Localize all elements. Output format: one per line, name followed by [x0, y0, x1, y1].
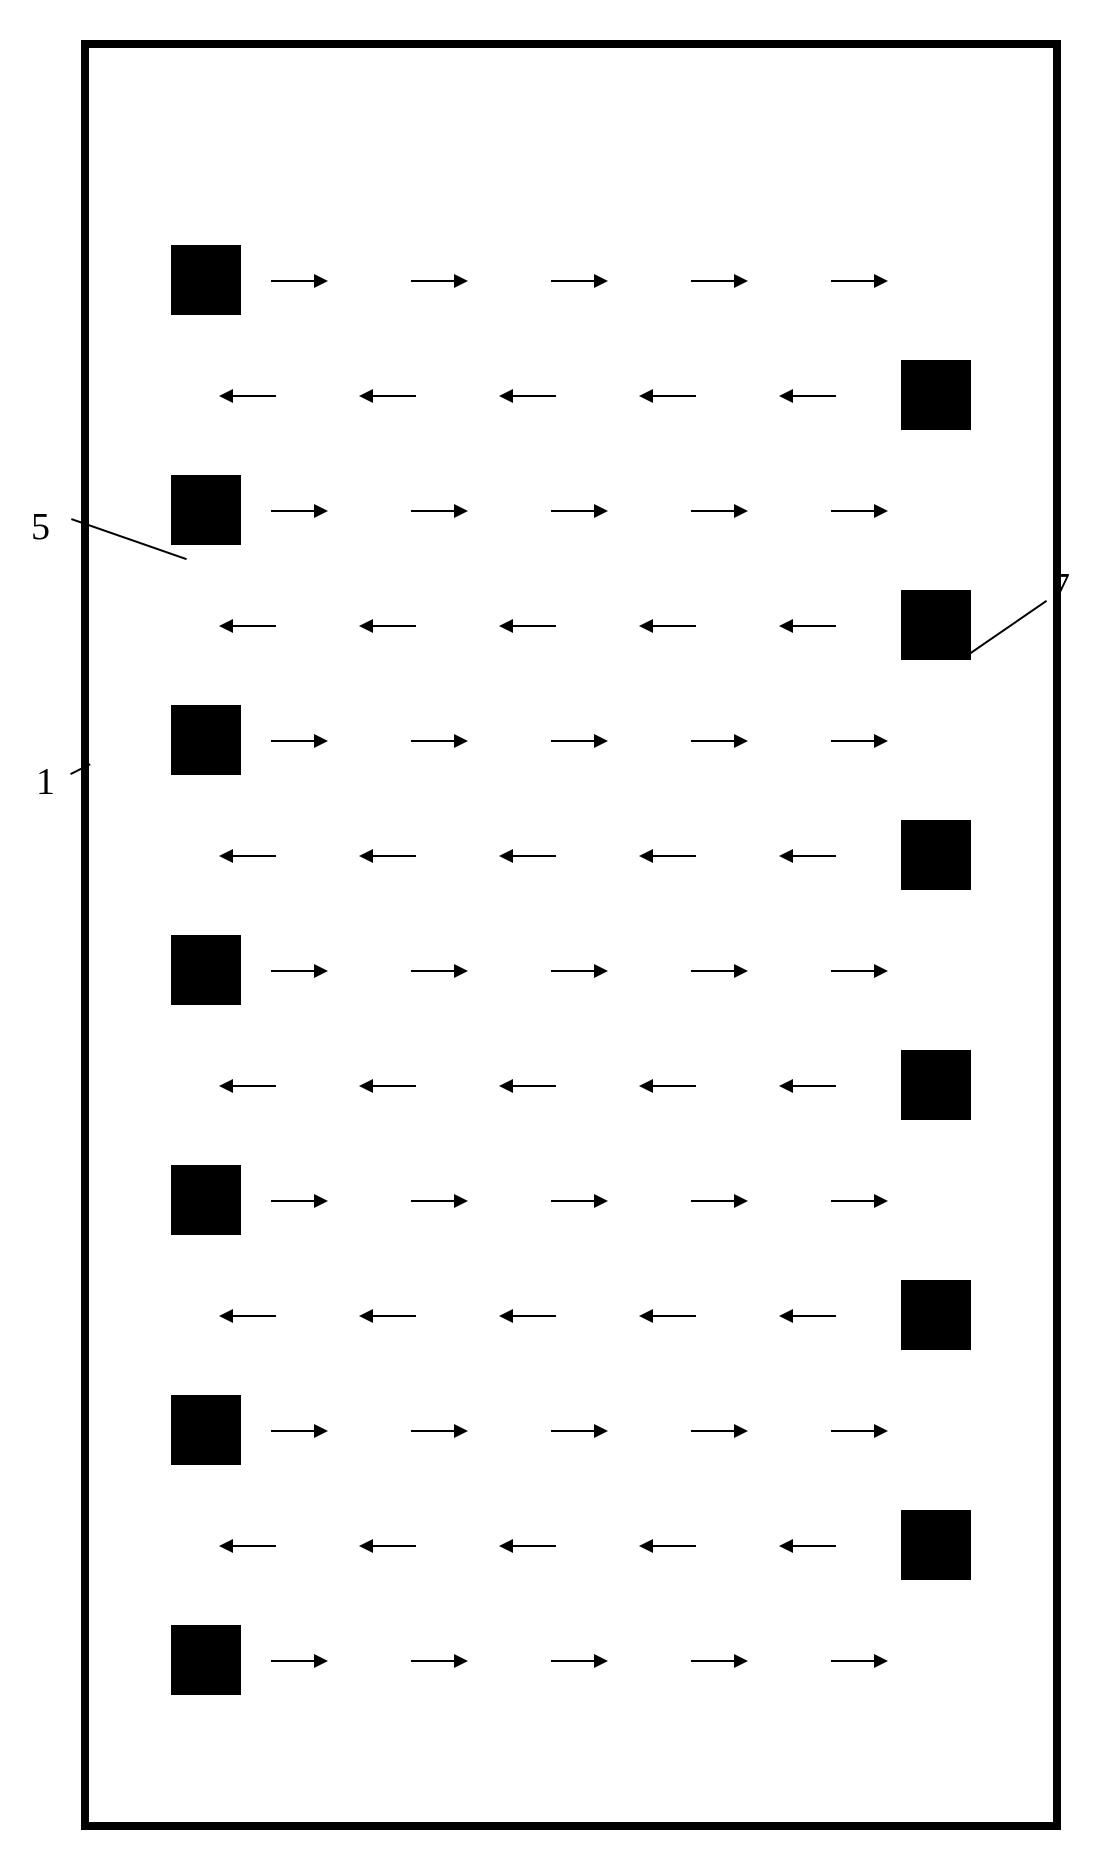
arrow-right — [831, 970, 886, 972]
square-node — [171, 1395, 241, 1465]
arrow-right — [691, 1660, 746, 1662]
square-node — [171, 1625, 241, 1695]
arrow-left — [501, 1545, 556, 1547]
arrow-right — [551, 1200, 606, 1202]
arrow-right — [411, 970, 466, 972]
arrow-left — [781, 1085, 836, 1087]
arrow-right — [831, 1200, 886, 1202]
arrow-right — [691, 280, 746, 282]
arrow-right — [691, 1430, 746, 1432]
arrow-left — [221, 625, 276, 627]
square-node — [901, 1510, 971, 1580]
square-node — [901, 590, 971, 660]
square-node — [171, 475, 241, 545]
arrow-right — [551, 1430, 606, 1432]
arrow-right — [551, 1660, 606, 1662]
arrow-right — [271, 740, 326, 742]
square-node — [901, 1050, 971, 1120]
arrow-right — [271, 1430, 326, 1432]
arrow-left — [221, 395, 276, 397]
arrow-left — [501, 1085, 556, 1087]
arrow-right — [411, 280, 466, 282]
arrow-right — [271, 1660, 326, 1662]
arrow-left — [781, 855, 836, 857]
arrow-right — [551, 510, 606, 512]
arrow-left — [641, 395, 696, 397]
arrow-left — [361, 625, 416, 627]
arrow-right — [271, 970, 326, 972]
arrow-left — [361, 395, 416, 397]
arrow-right — [411, 1200, 466, 1202]
square-node — [171, 245, 241, 315]
arrow-left — [221, 1085, 276, 1087]
arrow-right — [411, 510, 466, 512]
arrow-left — [361, 1085, 416, 1087]
arrow-right — [831, 1430, 886, 1432]
diagram-container: 5 7 1 — [21, 20, 1081, 1850]
arrow-left — [641, 625, 696, 627]
arrow-right — [271, 510, 326, 512]
arrow-right — [551, 740, 606, 742]
arrow-right — [831, 740, 886, 742]
arrow-right — [831, 510, 886, 512]
arrow-left — [501, 395, 556, 397]
callout-label: 5 — [31, 505, 50, 549]
arrow-left — [221, 1545, 276, 1547]
arrow-right — [411, 740, 466, 742]
arrow-left — [781, 395, 836, 397]
arrow-right — [691, 970, 746, 972]
square-node — [171, 935, 241, 1005]
arrow-left — [361, 855, 416, 857]
arrow-right — [551, 280, 606, 282]
arrow-left — [501, 625, 556, 627]
arrow-right — [411, 1430, 466, 1432]
arrow-left — [641, 1545, 696, 1547]
arrow-right — [831, 1660, 886, 1662]
square-node — [171, 705, 241, 775]
arrow-left — [221, 855, 276, 857]
arrow-right — [691, 510, 746, 512]
arrow-right — [271, 280, 326, 282]
callout-label: 1 — [36, 760, 55, 804]
arrow-left — [781, 1545, 836, 1547]
arrow-left — [501, 855, 556, 857]
arrow-right — [831, 280, 886, 282]
arrow-left — [361, 1315, 416, 1317]
arrow-left — [221, 1315, 276, 1317]
arrow-left — [641, 1085, 696, 1087]
square-node — [901, 1280, 971, 1350]
square-node — [171, 1165, 241, 1235]
arrow-left — [781, 1315, 836, 1317]
arrow-right — [271, 1200, 326, 1202]
arrow-left — [361, 1545, 416, 1547]
arrow-left — [781, 625, 836, 627]
square-node — [901, 820, 971, 890]
arrow-right — [551, 970, 606, 972]
arrow-left — [641, 1315, 696, 1317]
arrow-right — [691, 1200, 746, 1202]
callout-label: 7 — [1051, 565, 1070, 609]
arrow-left — [641, 855, 696, 857]
arrow-right — [691, 740, 746, 742]
arrow-left — [501, 1315, 556, 1317]
arrow-right — [411, 1660, 466, 1662]
square-node — [901, 360, 971, 430]
